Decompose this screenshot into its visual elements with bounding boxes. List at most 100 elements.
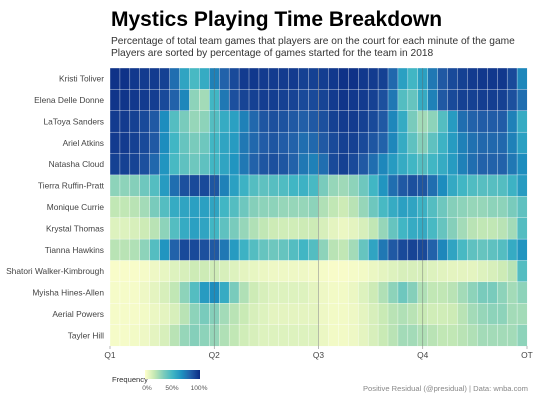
- heat-cell-tayler-hill-35: [457, 324, 468, 347]
- heat-cell-kristi-toliver-17: [278, 67, 290, 90]
- heat-cell-tierra-ruffin-pratt-2: [129, 174, 141, 197]
- heat-cell-kristi-toliver-0: [109, 67, 121, 90]
- heat-cell-tayler-hill-8: [189, 324, 200, 347]
- heat-cell-elena-delle-donne-21: [318, 89, 329, 112]
- heat-cell-monique-currie-22: [328, 196, 339, 219]
- heat-cell-monique-currie-40: [506, 196, 518, 219]
- heat-cell-aerial-powers-19: [298, 303, 309, 325]
- heat-cell-ariel-atkins-1: [119, 131, 131, 154]
- heat-cell-tianna-hawkins-1: [119, 238, 131, 261]
- heat-cell-monique-currie-35: [457, 196, 468, 219]
- heat-cell-tayler-hill-15: [258, 324, 270, 347]
- heat-cell-myisha-hines-allen-40: [506, 281, 518, 304]
- heat-cell-tierra-ruffin-pratt-24: [348, 174, 359, 197]
- heat-cell-monique-currie-33: [437, 196, 448, 219]
- heat-cell-natasha-cloud-13: [238, 153, 250, 176]
- heat-cell-shatori-walker-kimbrough-12: [228, 260, 240, 283]
- heat-cell-tianna-hawkins-23: [338, 238, 349, 261]
- heat-cell-monique-currie-39: [497, 196, 508, 219]
- heat-cell-ariel-atkins-6: [169, 131, 180, 154]
- heat-cell-shatori-walker-kimbrough-22: [328, 260, 339, 283]
- heat-cell-tianna-hawkins-13: [238, 238, 250, 261]
- heat-cell-monique-currie-23: [338, 196, 349, 219]
- heat-cell-aerial-powers-16: [268, 303, 280, 325]
- heat-cell-krystal-thomas-22: [328, 217, 339, 240]
- heat-cell-myisha-hines-allen-6: [169, 281, 180, 304]
- heat-cell-elena-delle-donne-29: [397, 89, 409, 112]
- heat-cell-ariel-atkins-19: [298, 131, 309, 154]
- heat-cell-myisha-hines-allen-29: [397, 281, 409, 304]
- heat-cell-krystal-thomas-3: [139, 217, 151, 240]
- heat-cell-natasha-cloud-27: [377, 153, 389, 176]
- heat-cell-kristi-toliver-32: [427, 67, 439, 90]
- legend-color-bar: [145, 370, 200, 379]
- heat-cell-myisha-hines-allen-8: [189, 281, 200, 304]
- heat-cell-ariel-atkins-13: [238, 131, 250, 154]
- heat-cell-ariel-atkins-39: [497, 131, 508, 154]
- heat-cell-aerial-powers-41: [516, 303, 528, 325]
- heat-cell-elena-delle-donne-25: [358, 89, 369, 112]
- heat-cell-shatori-walker-kimbrough-30: [407, 260, 419, 283]
- heat-cell-elena-delle-donne-41: [516, 89, 528, 112]
- heat-cell-shatori-walker-kimbrough-6: [169, 260, 180, 283]
- heat-cell-ariel-atkins-12: [228, 131, 240, 154]
- heat-cell-shatori-walker-kimbrough-9: [199, 260, 210, 283]
- heat-cell-tayler-hill-22: [328, 324, 339, 347]
- heat-cell-elena-delle-donne-30: [407, 89, 419, 112]
- heat-cell-elena-delle-donne-2: [129, 89, 141, 112]
- heat-cell-aerial-powers-5: [159, 303, 170, 325]
- heat-cell-elena-delle-donne-32: [427, 89, 439, 112]
- heat-cell-elena-delle-donne-7: [179, 89, 190, 112]
- heat-cell-tierra-ruffin-pratt-36: [467, 174, 478, 197]
- heat-cell-kristi-toliver-36: [467, 67, 478, 90]
- heat-cell-natasha-cloud-5: [159, 153, 170, 176]
- heat-cell-myisha-hines-allen-5: [159, 281, 170, 304]
- heat-cell-aerial-powers-14: [248, 303, 260, 325]
- heat-cell-latoya-sanders-22: [328, 110, 339, 133]
- heat-cell-myisha-hines-allen-17: [278, 281, 290, 304]
- heat-cell-tianna-hawkins-30: [407, 238, 419, 261]
- heat-cell-latoya-sanders-1: [119, 110, 131, 133]
- heat-cell-ariel-atkins-20: [308, 131, 319, 154]
- heat-cell-krystal-thomas-30: [407, 217, 419, 240]
- heat-cell-monique-currie-7: [179, 196, 190, 219]
- heat-cell-elena-delle-donne-24: [348, 89, 359, 112]
- heat-cell-tayler-hill-21: [318, 324, 329, 347]
- heat-cell-myisha-hines-allen-36: [467, 281, 478, 304]
- heat-cell-myisha-hines-allen-22: [328, 281, 339, 304]
- chart-subtitle-line-2: Players are sorted by percentage of game…: [111, 48, 434, 59]
- heat-cell-krystal-thomas-20: [308, 217, 319, 240]
- heat-cell-shatori-walker-kimbrough-17: [278, 260, 290, 283]
- heat-cell-monique-currie-9: [199, 196, 210, 219]
- heat-cell-tierra-ruffin-pratt-28: [387, 174, 399, 197]
- heat-cell-aerial-powers-32: [427, 303, 439, 325]
- heat-cell-tayler-hill-23: [338, 324, 349, 347]
- heat-cell-tierra-ruffin-pratt-7: [179, 174, 190, 197]
- heat-cell-krystal-thomas-12: [228, 217, 240, 240]
- heat-cell-krystal-thomas-0: [109, 217, 121, 240]
- heat-cell-natasha-cloud-39: [497, 153, 508, 176]
- heat-cell-elena-delle-donne-15: [258, 89, 270, 112]
- heat-cell-monique-currie-19: [298, 196, 309, 219]
- heat-cell-tianna-hawkins-2: [129, 238, 141, 261]
- heat-cell-natasha-cloud-37: [477, 153, 488, 176]
- heat-cell-myisha-hines-allen-41: [516, 281, 528, 304]
- heat-cell-tayler-hill-39: [497, 324, 508, 347]
- heat-cell-tierra-ruffin-pratt-15: [258, 174, 270, 197]
- heat-cell-tierra-ruffin-pratt-8: [189, 174, 200, 197]
- heat-cell-aerial-powers-17: [278, 303, 290, 325]
- heat-cell-shatori-walker-kimbrough-16: [268, 260, 280, 283]
- heat-cell-tierra-ruffin-pratt-21: [318, 174, 329, 197]
- heat-cell-aerial-powers-22: [328, 303, 339, 325]
- heat-cell-kristi-toliver-14: [248, 67, 260, 90]
- heat-cell-aerial-powers-4: [149, 303, 161, 325]
- heat-cell-monique-currie-15: [258, 196, 270, 219]
- heat-cell-tierra-ruffin-pratt-38: [487, 174, 498, 197]
- heat-cell-tierra-ruffin-pratt-27: [377, 174, 389, 197]
- heat-cell-tayler-hill-1: [119, 324, 131, 347]
- heat-cell-tierra-ruffin-pratt-32: [427, 174, 439, 197]
- heat-cell-myisha-hines-allen-12: [228, 281, 240, 304]
- heat-cell-shatori-walker-kimbrough-8: [189, 260, 200, 283]
- heat-cell-aerial-powers-18: [288, 303, 300, 325]
- heat-cell-tianna-hawkins-17: [278, 238, 290, 261]
